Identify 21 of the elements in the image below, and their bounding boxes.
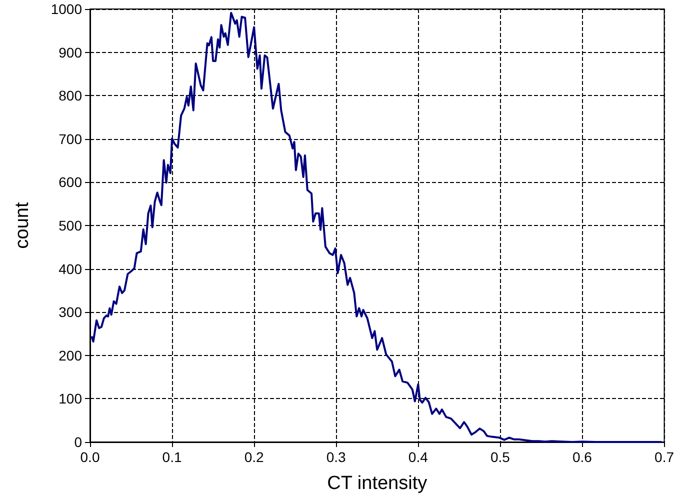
x-axis-title: CT intensity bbox=[327, 473, 428, 494]
y-tick-label: 700 bbox=[58, 130, 82, 147]
x-tick-label: 0.7 bbox=[654, 449, 674, 465]
y-tick-label: 300 bbox=[58, 304, 82, 320]
x-tick-label: 0.0 bbox=[80, 449, 100, 465]
y-tick-label: 100 bbox=[58, 390, 82, 407]
y-tick-label: 200 bbox=[58, 347, 82, 364]
y-tick-label: 800 bbox=[58, 88, 82, 104]
x-tick-label: 0.6 bbox=[572, 449, 592, 465]
x-tick-label: 0.3 bbox=[326, 449, 346, 465]
x-tick-label: 0.5 bbox=[490, 449, 510, 465]
y-tick-label: 900 bbox=[58, 44, 82, 60]
x-tick-label: 0.2 bbox=[244, 449, 264, 465]
x-tick-label: 0.1 bbox=[162, 449, 182, 465]
y-tick-label: 600 bbox=[58, 174, 82, 190]
y-tick-label: 400 bbox=[58, 260, 82, 277]
y-tick-label: 1000 bbox=[50, 1, 82, 17]
y-tick-label: 0 bbox=[74, 434, 82, 450]
x-tick-label: 0.4 bbox=[408, 449, 428, 465]
y-axis-title: count bbox=[12, 202, 33, 249]
y-tick-label: 500 bbox=[58, 218, 82, 234]
